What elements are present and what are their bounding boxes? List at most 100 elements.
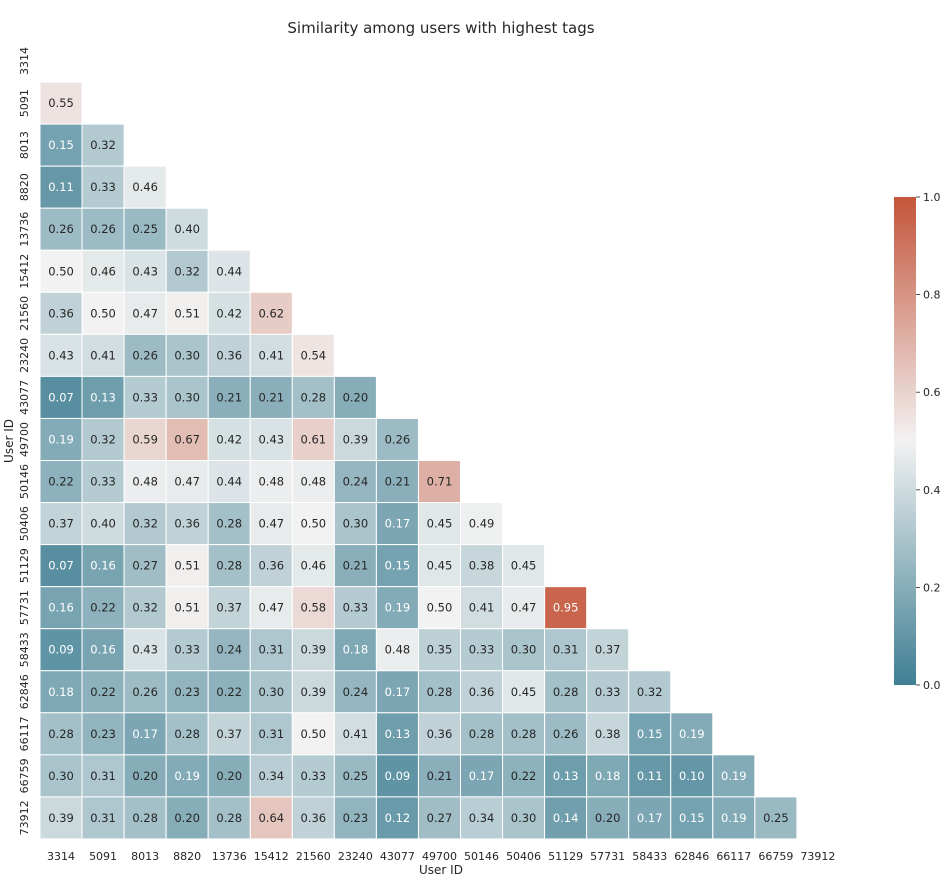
cell-value-label: 0.15 <box>385 559 411 573</box>
x-axis-label: User ID <box>419 863 463 877</box>
cell-value-label: 0.20 <box>174 811 200 825</box>
cell-value-label: 0.15 <box>48 138 74 152</box>
heatmap-cell <box>123 754 167 798</box>
cell-value-label: 0.30 <box>48 769 74 783</box>
heatmap-cell <box>165 586 209 630</box>
cell-value-label: 0.37 <box>216 727 242 741</box>
cell-value-label: 0.17 <box>469 769 495 783</box>
cell-value-label: 0.46 <box>301 559 327 573</box>
cell-value-label: 0.25 <box>763 811 789 825</box>
colorbar-tick-label: 0.4 <box>923 484 941 497</box>
cell-value-label: 0.32 <box>90 138 116 152</box>
cell-value-label: 0.47 <box>132 306 158 320</box>
cell-value-label: 0.27 <box>132 559 158 573</box>
heatmap-cell <box>417 586 462 630</box>
heatmap-cell <box>165 249 209 293</box>
x-tick-label: 49700 <box>422 850 457 863</box>
x-tick-label: 8820 <box>173 850 201 863</box>
cell-value-label: 0.51 <box>174 559 200 573</box>
heatmap-cell <box>81 796 125 840</box>
heatmap-cell <box>123 586 167 630</box>
heatmap-cell <box>544 670 588 714</box>
cell-value-label: 0.26 <box>48 222 74 236</box>
heatmap-cell <box>165 291 209 335</box>
cell-value-label: 0.28 <box>427 685 453 699</box>
cell-value-label: 0.28 <box>216 559 242 573</box>
cell-value-label: 0.41 <box>469 601 495 615</box>
heatmap-cell <box>291 670 335 714</box>
heatmap-cell <box>249 544 293 588</box>
heatmap-cell <box>544 586 588 630</box>
x-tick-labels: 3314 5091 8013 8820 13736 15412 21560 23240 4307… <box>47 850 835 863</box>
y-tick-label: 23240 <box>18 338 31 373</box>
cell-value-label: 0.24 <box>343 685 369 699</box>
cell-value-label: 0.32 <box>132 517 158 531</box>
colorbar-tick-label: 0.6 <box>923 386 941 399</box>
cell-value-label: 0.17 <box>637 811 663 825</box>
cell-value-label: 0.62 <box>258 306 284 320</box>
heatmap-cell <box>586 628 630 672</box>
heatmap-cell <box>586 754 630 798</box>
cell-value-label: 0.31 <box>553 643 579 657</box>
cell-value-label: 0.10 <box>679 769 705 783</box>
heatmap-cell <box>249 628 293 672</box>
heatmap-cell <box>502 628 546 672</box>
x-tick-label: 66117 <box>716 850 751 863</box>
cell-value-label: 0.25 <box>132 222 158 236</box>
cell-value-label: 0.58 <box>301 601 327 615</box>
cell-value-label: 0.30 <box>258 685 284 699</box>
heatmap-cell <box>207 460 251 504</box>
heatmap-cell <box>81 544 125 588</box>
colorbar-tick-labels: 0.0 0.2 0.4 0.6 0.8 1.0 <box>916 191 941 692</box>
cell-value-label: 0.44 <box>216 475 242 489</box>
heatmap-cells: 0.55 0.15 0.32 0.11 0.33 0.46 0.26 0.26 0.25 0.40… <box>39 81 798 840</box>
x-tick-label: 5091 <box>89 850 117 863</box>
heatmap-cell <box>123 544 167 588</box>
cell-value-label: 0.31 <box>258 643 284 657</box>
cell-value-label: 0.33 <box>90 475 116 489</box>
y-axis-label: User ID <box>2 419 16 463</box>
cell-value-label: 0.33 <box>343 601 369 615</box>
cell-value-label: 0.28 <box>216 811 242 825</box>
cell-value-label: 0.13 <box>90 390 116 404</box>
cell-value-label: 0.36 <box>174 517 200 531</box>
heatmap-cell <box>249 502 293 546</box>
heatmap-cell <box>375 544 419 588</box>
cell-value-label: 0.48 <box>301 475 327 489</box>
heatmap-cell <box>375 712 419 756</box>
cell-value-label: 0.46 <box>90 264 116 278</box>
heatmap-cell <box>333 712 377 756</box>
cell-value-label: 0.33 <box>301 769 327 783</box>
cell-value-label: 0.42 <box>216 432 242 446</box>
cell-value-label: 0.19 <box>679 727 705 741</box>
heatmap-cell <box>165 544 209 588</box>
cell-value-label: 0.33 <box>174 643 200 657</box>
cell-value-label: 0.28 <box>553 685 579 699</box>
cell-value-label: 0.46 <box>132 180 158 194</box>
heatmap-cell <box>207 586 251 630</box>
x-tick-label: 57731 <box>590 850 625 863</box>
heatmap-cell <box>291 796 335 840</box>
colorbar <box>894 197 916 685</box>
cell-value-label: 0.26 <box>90 222 116 236</box>
colorbar-tick-label: 0.2 <box>923 581 941 594</box>
cell-value-label: 0.36 <box>258 559 284 573</box>
cell-value-label: 0.07 <box>48 390 74 404</box>
heatmap-cell <box>207 670 251 714</box>
heatmap-cell <box>249 333 293 377</box>
cell-value-label: 0.20 <box>595 811 621 825</box>
cell-value-label: 0.32 <box>174 264 200 278</box>
cell-value-label: 0.18 <box>343 643 369 657</box>
cell-value-label: 0.32 <box>90 432 116 446</box>
heatmap-cell <box>123 670 167 714</box>
heatmap-cell <box>460 670 504 714</box>
cell-value-label: 0.18 <box>595 769 621 783</box>
heatmap-cell <box>375 417 419 462</box>
heatmap-cell <box>291 333 335 377</box>
y-tick-label: 43077 <box>18 380 31 415</box>
cell-value-label: 0.18 <box>48 685 74 699</box>
cell-value-label: 0.09 <box>385 769 411 783</box>
cell-value-label: 0.23 <box>174 685 200 699</box>
y-tick-label: 58433 <box>18 632 31 667</box>
